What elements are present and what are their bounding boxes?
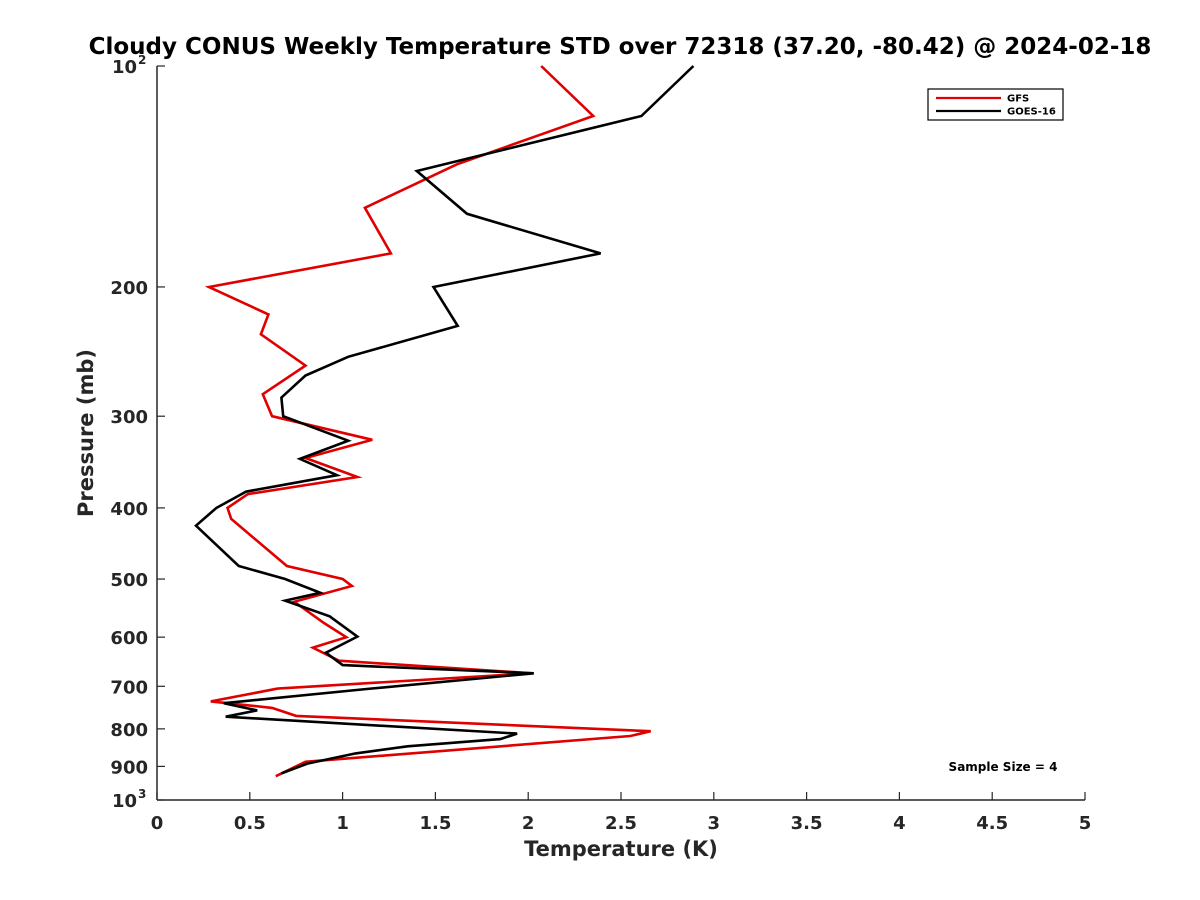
series-lines xyxy=(194,65,695,778)
series-line-gfs xyxy=(204,65,651,778)
x-tick-label: 5 xyxy=(1079,813,1092,834)
y-tick-label: 400 xyxy=(110,499,148,520)
y-axis-label: Pressure (mb) xyxy=(74,349,98,517)
chart-title: Cloudy CONUS Weekly Temperature STD over… xyxy=(89,34,1152,60)
x-axis-label: Temperature (K) xyxy=(524,837,718,861)
x-tick-label: 3 xyxy=(708,813,721,834)
sample-size-annotation: Sample Size = 4 xyxy=(949,760,1058,774)
series-line-goes16 xyxy=(194,65,695,775)
x-tick-label: 4 xyxy=(893,813,906,834)
y-tick-label: 500 xyxy=(110,570,148,591)
y-tick-label: 700 xyxy=(110,677,148,698)
x-tick-label: 1 xyxy=(336,813,349,834)
legend-box xyxy=(927,88,1064,121)
y-tick-label: 10 xyxy=(112,791,137,812)
x-tick-label: 2 xyxy=(522,813,535,834)
y-tick-label: 200 xyxy=(110,278,148,299)
x-tick-label: 0.5 xyxy=(234,813,266,834)
y-tick-label: 300 xyxy=(110,407,148,428)
legend-label-goes16: GOES-16 xyxy=(1007,107,1056,118)
y-tick-label: 10 xyxy=(112,57,137,78)
x-tick-label: 4.5 xyxy=(976,813,1008,834)
legend: GFS GOES-16 xyxy=(927,88,1064,121)
legend-label-gfs: GFS xyxy=(1007,94,1029,105)
y-tick-label: 600 xyxy=(110,628,148,649)
y-tick-exponent: 2 xyxy=(138,53,146,67)
x-tick-label: 3.5 xyxy=(791,813,823,834)
x-tick-label: 0 xyxy=(151,813,164,834)
x-tick-label: 2.5 xyxy=(605,813,637,834)
x-axis-ticks: 0 0.5 1 1.5 2 2.5 3 3.5 4 4.5 5 xyxy=(151,792,1092,834)
y-tick-exponent: 3 xyxy=(138,787,146,801)
x-tick-label: 1.5 xyxy=(419,813,451,834)
y-tick-label: 800 xyxy=(110,720,148,741)
y-tick-label: 900 xyxy=(110,757,148,778)
